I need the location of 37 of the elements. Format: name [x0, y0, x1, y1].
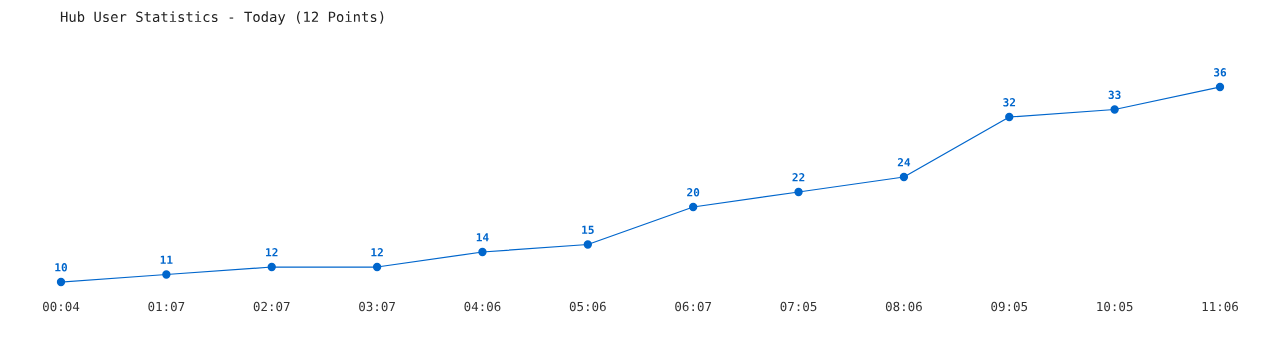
- x-tick-label: 04:06: [464, 301, 501, 312]
- point: [583, 240, 592, 249]
- data-label: 12: [266, 248, 278, 257]
- point: [1215, 82, 1225, 92]
- x-tick-label: 07:05: [780, 301, 817, 312]
- data-label: 24: [897, 158, 911, 167]
- x-tick-label: 06:07: [675, 301, 712, 312]
- x-tick-label: 08:06: [885, 301, 922, 312]
- chart-title: Hub User Statistics - Today (12 Points): [60, 11, 384, 25]
- point: [899, 172, 909, 182]
- data-label: 32: [1003, 98, 1016, 107]
- data-label: 11: [160, 255, 173, 264]
- x-tick-label: 09:05: [991, 301, 1028, 312]
- data-label: 22: [792, 173, 805, 182]
- point: [267, 262, 276, 272]
- point: [1110, 105, 1119, 114]
- data-label: 15: [582, 225, 594, 235]
- point: [689, 202, 698, 212]
- data-label: 36: [1213, 68, 1227, 77]
- data-label: 33: [1108, 90, 1121, 100]
- point: [794, 187, 803, 197]
- data-label: 10: [55, 263, 68, 272]
- point: [56, 277, 66, 287]
- data-label: 14: [476, 233, 489, 242]
- x-tick-label: 10:05: [1097, 301, 1133, 312]
- x-tick-label: 02:07: [253, 301, 290, 312]
- data-label: 12: [371, 248, 383, 257]
- x-tick-label: 00:04: [43, 301, 80, 312]
- point: [162, 270, 171, 279]
- x-tick-label: 05:06: [569, 301, 606, 312]
- x-tick-label: 01:07: [148, 301, 185, 312]
- point: [478, 247, 487, 257]
- data-label: 20: [687, 188, 700, 197]
- x-tick-label: 03:07: [359, 301, 395, 312]
- point: [1005, 112, 1014, 122]
- x-tick-label: 11:06: [1202, 301, 1238, 312]
- point: [372, 262, 382, 272]
